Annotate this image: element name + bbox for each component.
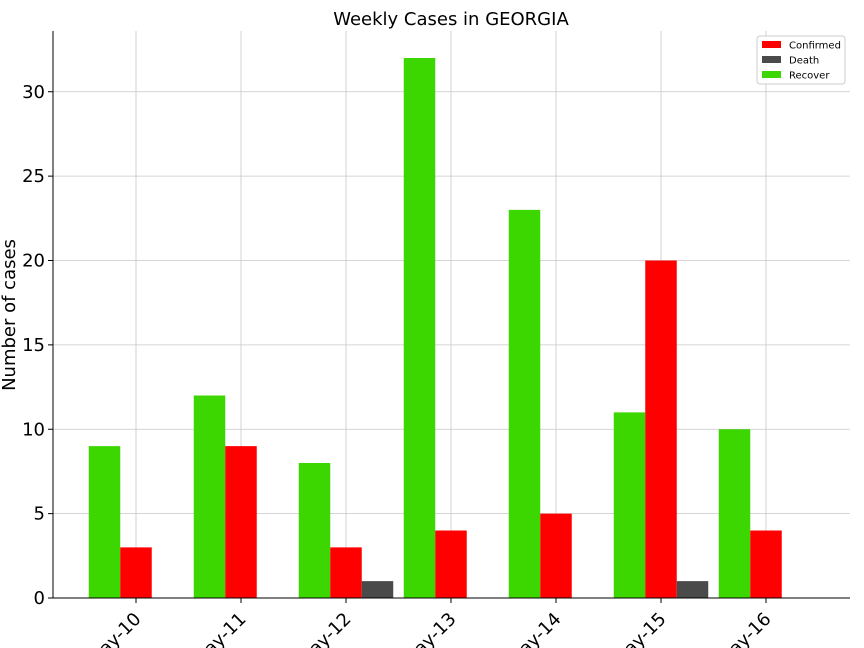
- bar-death-may-15: [676, 581, 709, 598]
- bars: [88, 58, 782, 598]
- bar-confirmed-may-12: [330, 547, 362, 598]
- y-tick-label: 5: [34, 504, 45, 525]
- legend-swatch-recover: [762, 71, 781, 78]
- x-tick-label: May-13: [399, 609, 461, 648]
- y-tick-label: 15: [22, 335, 45, 356]
- y-axis-label: Number of cases: [0, 239, 20, 391]
- bar-recover-may-12: [298, 463, 331, 598]
- bar-death-may-12: [361, 581, 394, 598]
- bar-confirmed-may-15: [645, 260, 677, 598]
- bar-confirmed-may-13: [435, 530, 467, 598]
- bar-confirmed-may-11: [225, 446, 257, 598]
- y-tick-label: 0: [34, 588, 45, 609]
- bar-confirmed-may-16: [750, 530, 782, 598]
- legend-label-death: Death: [789, 56, 819, 67]
- bar-recover-may-16: [718, 429, 751, 598]
- x-ticks: May-10 May-11 May-12 May-13 May-14 May-15 May-…: [84, 598, 776, 648]
- x-tick-label: May-15: [609, 609, 671, 648]
- x-tick-label: May-11: [189, 609, 251, 648]
- x-tick-label: May-14: [504, 609, 566, 648]
- bar-recover-may-14: [508, 209, 541, 598]
- y-tick-label: 30: [22, 82, 45, 103]
- legend: Confirmed Death Recover: [756, 35, 846, 85]
- bar-confirmed-may-10: [120, 547, 152, 598]
- y-tick-label: 25: [22, 166, 45, 187]
- x-tick-label: May-12: [294, 609, 356, 648]
- y-tick-label: 10: [22, 419, 45, 440]
- legend-swatch-confirmed: [762, 41, 781, 48]
- bar-confirmed-may-14: [540, 513, 572, 598]
- x-tick-label: May-16: [714, 609, 776, 648]
- bar-recover-may-11: [193, 395, 226, 598]
- y-tick-label: 20: [22, 251, 45, 272]
- legend-label-confirmed: Confirmed: [789, 41, 841, 52]
- legend-swatch-death: [762, 56, 781, 63]
- chart-title: Weekly Cases in GEORGIA: [333, 9, 569, 30]
- y-ticks: 0 5 10 15 20 25 30: [22, 82, 53, 609]
- bar-recover-may-13: [403, 58, 436, 598]
- bar-recover-may-10: [88, 446, 121, 598]
- legend-label-recover: Recover: [789, 71, 830, 82]
- bar-recover-may-15: [613, 412, 646, 598]
- x-tick-label: May-10: [84, 609, 146, 648]
